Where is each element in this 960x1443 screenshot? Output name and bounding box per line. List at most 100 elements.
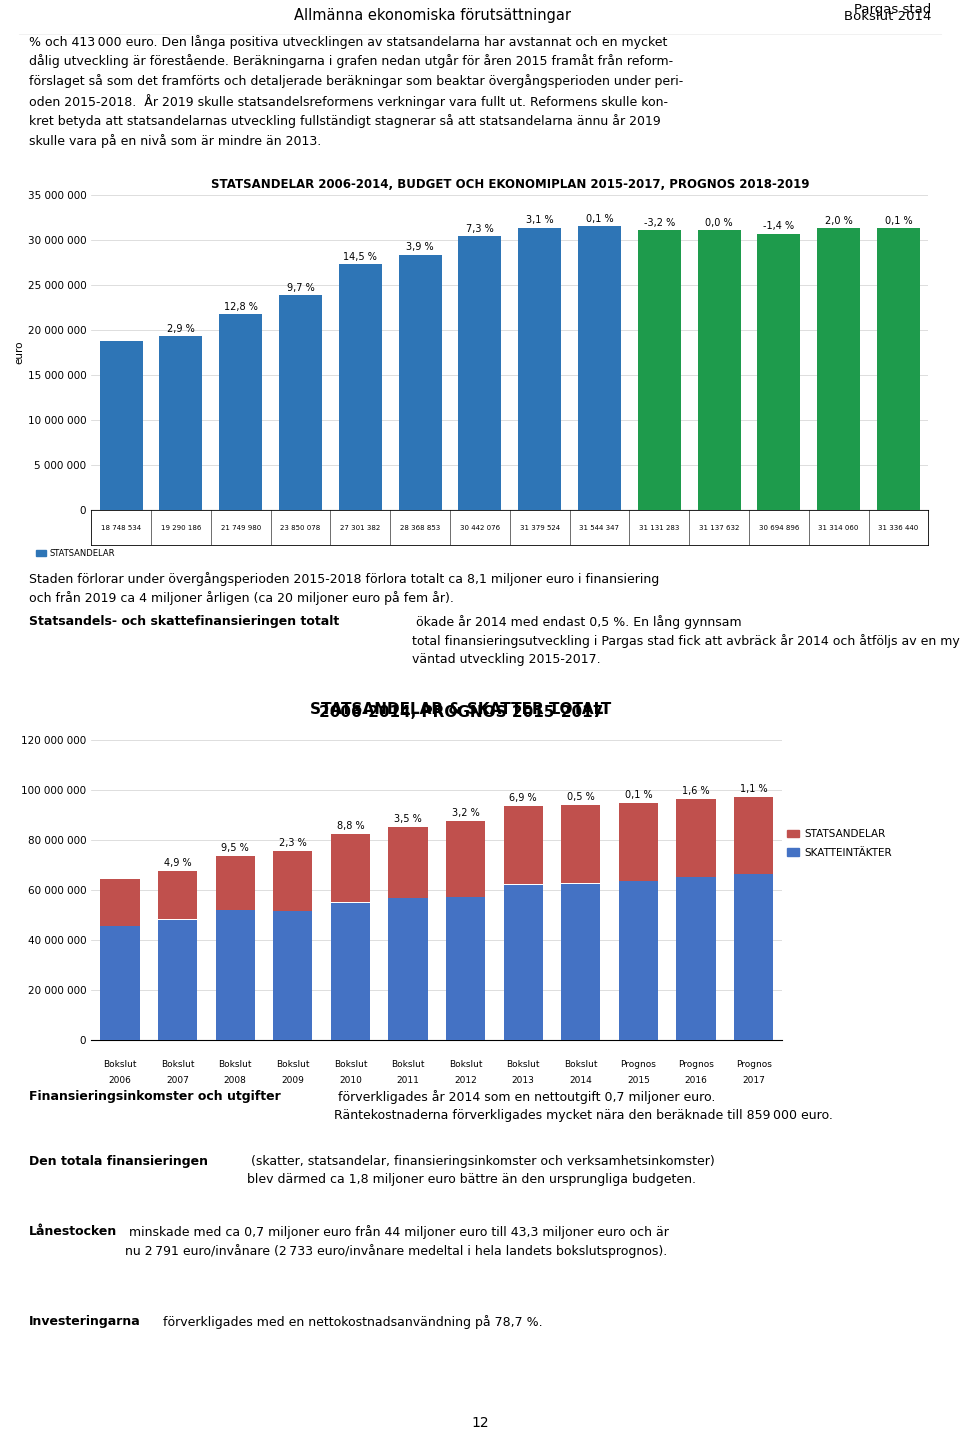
Bar [876,228,920,509]
Text: Prognos: Prognos [701,519,737,530]
Text: 2018: 2018 [828,528,850,537]
Text: minskade med ca 0,7 miljoner euro från 44 miljoner euro till 43,3 miljoner euro : minskade med ca 0,7 miljoner euro från 4… [125,1225,668,1258]
Bar [677,877,715,1040]
Bar [698,229,740,509]
Text: 4,9 %: 4,9 % [164,859,191,869]
Text: 2006-2014, PROGNOS 2015-2017: 2006-2014, PROGNOS 2015-2017 [319,706,603,720]
Text: Statsandels- och skattefinansieringen totalt: Statsandels- och skattefinansieringen to… [29,615,339,628]
Text: 2009: 2009 [281,1076,304,1085]
Text: 31 336 440: 31 336 440 [878,524,919,531]
Text: Prognos: Prognos [735,1061,772,1069]
Legend: STATSANDELAR: STATSANDELAR [33,545,118,561]
Bar [504,885,542,1040]
Text: 2007: 2007 [170,528,192,537]
Bar [216,856,254,911]
Title: STATSANDELAR 2006-2014, BUDGET OCH EKONOMIPLAN 2015-2017, PROGNOS 2018-2019: STATSANDELAR 2006-2014, BUDGET OCH EKONO… [210,177,809,190]
Text: 31 314 060: 31 314 060 [819,524,859,531]
Text: 30 442 076: 30 442 076 [460,524,500,531]
Text: 31 379 524: 31 379 524 [519,524,560,531]
Bar [100,341,143,509]
Text: 2010: 2010 [339,1076,362,1085]
Text: förverkligades med en nettokostnadsanvändning på 78,7 %.: förverkligades med en nettokostnadsanvän… [159,1315,543,1329]
Bar [458,237,501,509]
Text: 0,5 %: 0,5 % [567,792,594,802]
Text: % och 413 000 euro. Den långa positiva utvecklingen av statsandelarna har avstan: % och 413 000 euro. Den långa positiva u… [29,35,684,147]
Text: Bokslut: Bokslut [224,519,257,530]
Text: STATSANDELAR & SKATTER TOTALT: STATSANDELAR & SKATTER TOTALT [310,701,612,717]
Text: 1,6 %: 1,6 % [683,786,709,797]
Bar [677,799,715,877]
Text: 2016: 2016 [708,528,731,537]
Text: Prognos: Prognos [641,519,677,530]
Text: 31 544 347: 31 544 347 [580,524,619,531]
Text: 2,9 %: 2,9 % [167,325,195,335]
Text: 12: 12 [471,1416,489,1430]
Text: 3,5 %: 3,5 % [395,814,421,824]
Text: 0,1 %: 0,1 % [884,215,912,225]
Text: Bokslut: Bokslut [284,519,317,530]
Text: förverkligades år 2014 som en nettoutgift 0,7 miljoner euro.
Räntekostnaderna fö: förverkligades år 2014 som en nettoutgif… [333,1089,832,1123]
Text: Bokslut: Bokslut [104,1061,136,1069]
Text: 2019: 2019 [887,528,910,537]
Bar [331,834,370,902]
Text: Bokslut: Bokslut [344,519,377,530]
Text: 2013: 2013 [528,528,551,537]
Bar [101,879,139,926]
Legend: STATSANDELAR, SKATTEINTÄKTER: STATSANDELAR, SKATTEINTÄKTER [782,825,897,861]
Text: Finansieringsinkomster och utgifter: Finansieringsinkomster och utgifter [29,1089,280,1102]
Text: ökade år 2014 med endast 0,5 %. En lång gynnsam
total finansieringsutveckling i : ökade år 2014 med endast 0,5 %. En lång … [412,615,960,667]
Text: Bokslut: Bokslut [583,519,616,530]
Text: Bokslut: Bokslut [463,519,496,530]
Bar [274,851,312,911]
Bar [331,902,370,1040]
Y-axis label: euro: euro [14,341,25,364]
Text: 2017: 2017 [767,528,790,537]
Text: 2015: 2015 [648,528,671,537]
Text: 2012: 2012 [454,1076,477,1085]
Text: 2,0 %: 2,0 % [825,216,852,227]
Text: 2009: 2009 [289,528,312,537]
Bar [158,872,197,919]
Text: 7,3 %: 7,3 % [466,224,493,234]
Text: 2012: 2012 [468,528,492,537]
Text: Bokslut: Bokslut [564,1061,597,1069]
Text: Prognos: Prognos [761,519,797,530]
Bar [274,911,312,1040]
Text: 3,1 %: 3,1 % [526,215,554,225]
Text: Bokslut: Bokslut [164,519,198,530]
Text: 0,1 %: 0,1 % [586,214,613,224]
Bar [398,254,442,509]
Text: 28 368 853: 28 368 853 [400,524,441,531]
Text: 2011: 2011 [409,528,431,537]
Text: 2011: 2011 [396,1076,420,1085]
Bar [339,264,382,509]
Text: 1,1 %: 1,1 % [740,784,767,794]
Text: 14,5 %: 14,5 % [344,253,377,263]
Bar [637,229,681,509]
Text: (skatter, statsandelar, finansieringsinkomster och verksamhetsinkomster)
blev dä: (skatter, statsandelar, finansieringsink… [247,1154,714,1186]
Text: 2016: 2016 [684,1076,708,1085]
Text: -3,2 %: -3,2 % [643,218,675,228]
Text: 9,5 %: 9,5 % [222,843,249,853]
Text: 0,1 %: 0,1 % [625,789,652,799]
Text: 2,3 %: 2,3 % [279,838,306,848]
Text: Staden förlorar under övergångsperioden 2015-2018 förlora totalt ca 8,1 miljoner: Staden förlorar under övergångsperioden … [29,571,660,606]
Text: Pargas stad: Pargas stad [854,3,931,16]
Bar [734,874,773,1040]
Text: 2007: 2007 [166,1076,189,1085]
Text: 2006: 2006 [109,528,132,537]
Bar [504,807,542,885]
Text: 2014: 2014 [569,1076,592,1085]
Text: 27 301 382: 27 301 382 [340,524,380,531]
Text: 3,9 %: 3,9 % [406,242,434,253]
Text: Bokslut: Bokslut [105,519,138,530]
Text: 9,7 %: 9,7 % [287,283,314,293]
Bar [619,802,658,880]
Text: 2008: 2008 [224,1076,247,1085]
Text: Bokslut: Bokslut [334,1061,367,1069]
Text: 19 290 186: 19 290 186 [160,524,201,531]
Bar [101,926,139,1040]
Text: 2008: 2008 [229,528,252,537]
Text: 2015: 2015 [627,1076,650,1085]
Text: Bokslut: Bokslut [507,1061,540,1069]
